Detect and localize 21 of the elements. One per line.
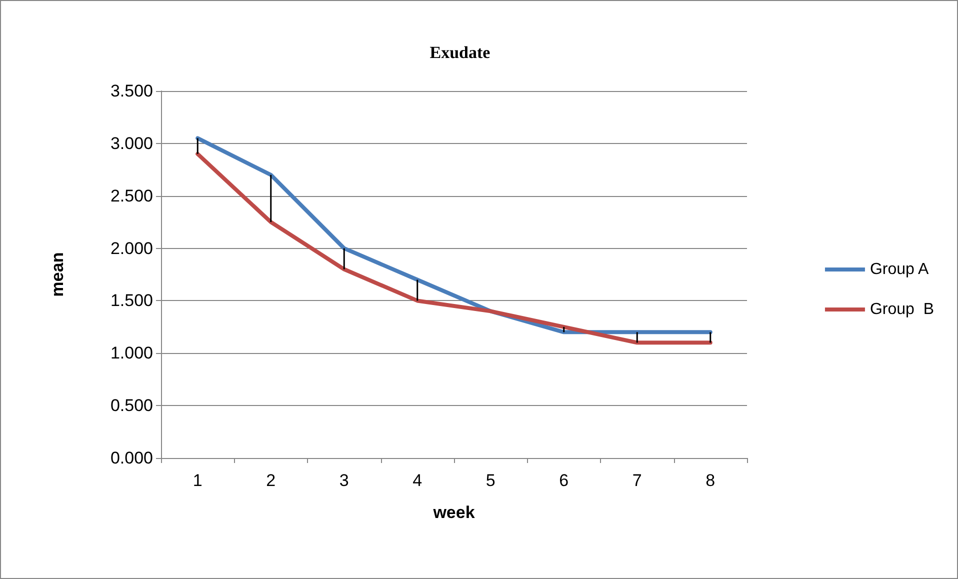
y-tick-label: 1.500 <box>110 291 153 310</box>
x-tick-label: 7 <box>632 471 642 490</box>
x-tick-label: 8 <box>706 471 716 490</box>
x-tick-label: 3 <box>339 471 349 490</box>
chart-title: Exudate <box>430 43 491 62</box>
legend-label: Group A <box>870 261 929 278</box>
y-axis-title: mean <box>48 252 67 297</box>
x-axis-title: week <box>432 503 476 522</box>
x-tick-label: 2 <box>266 471 276 490</box>
y-tick-label: 3.000 <box>110 134 153 153</box>
x-tick-label: 1 <box>192 471 202 490</box>
y-tick-label: 0.500 <box>110 396 153 416</box>
y-tick-label: 2.500 <box>110 186 153 206</box>
y-tick-label: 0.000 <box>110 448 153 468</box>
x-tick-label: 4 <box>412 471 422 490</box>
y-tick-label: 2.000 <box>110 238 153 258</box>
legend-label: Group B <box>870 301 934 318</box>
y-tick-label: 3.500 <box>110 82 153 100</box>
x-tick-label: 6 <box>559 471 569 490</box>
x-tick-label: 5 <box>486 471 496 490</box>
y-tick-label: 1.000 <box>110 344 153 363</box>
